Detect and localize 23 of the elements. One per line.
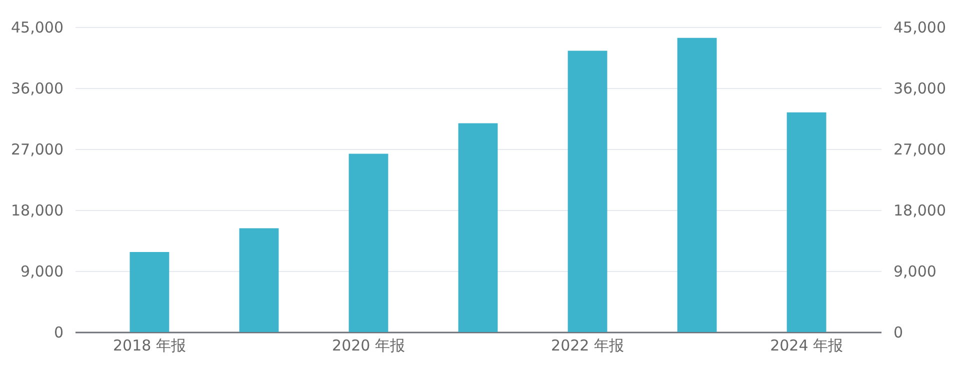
bar (458, 123, 498, 332)
bar (677, 38, 717, 332)
y2-tick-label: 36,000 (894, 80, 946, 98)
y-tick-label: 27,000 (11, 140, 64, 158)
y2-tick-label: 45,000 (894, 18, 946, 36)
bar (348, 154, 388, 332)
x-tick-label: 2020 年报 (332, 336, 405, 354)
y2-tick-label: 18,000 (894, 202, 946, 220)
x-tick-label: 2018 年报 (112, 336, 186, 354)
y-tick-label: 18,000 (11, 202, 64, 220)
y2-tick-label: 9,000 (894, 262, 936, 280)
y-tick-label: 45,000 (11, 18, 64, 36)
x-tick-label: 2022 年报 (551, 336, 624, 354)
bar (130, 252, 170, 332)
bar (568, 50, 608, 332)
y2-tick-label: 27,000 (894, 140, 946, 158)
y-tick-label: 9,000 (20, 262, 64, 280)
y2-tick-label: 0 (894, 324, 904, 342)
y-tick-label: 0 (54, 324, 64, 342)
x-tick-label: 2024 年报 (770, 336, 844, 354)
bar (239, 228, 279, 332)
bar (786, 112, 826, 332)
y-tick-label: 36,000 (11, 80, 64, 98)
